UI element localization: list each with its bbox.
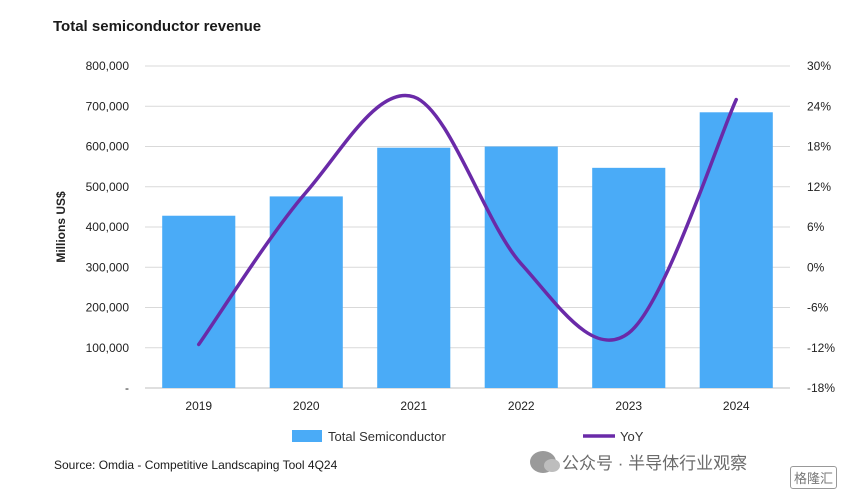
y2-tick-label: 12% — [807, 180, 831, 194]
bar — [269, 196, 343, 388]
y-tick-label: 100,000 — [86, 341, 130, 355]
legend-label-bars: Total Semiconductor — [328, 429, 446, 444]
y2-tick-label: 24% — [807, 99, 831, 113]
y-tick-label: 800,000 — [86, 59, 130, 73]
y2-tick-label: -18% — [807, 381, 835, 395]
y-tick-label: 300,000 — [86, 260, 130, 274]
y-tick-label: 500,000 — [86, 180, 130, 194]
gelonghui-logo: 格隆汇 — [790, 466, 838, 489]
source-note: Source: Omdia - Competitive Landscaping … — [54, 458, 338, 472]
wechat-watermark: 公众号 · 半导体行业观察 — [530, 449, 747, 474]
x-tick-label: 2022 — [508, 399, 535, 413]
watermark-text: 公众号 · 半导体行业观察 — [562, 454, 748, 473]
legend-label-line: YoY — [620, 429, 644, 444]
x-tick-label: 2020 — [293, 399, 320, 413]
bar — [699, 112, 773, 388]
bar — [377, 147, 451, 388]
y2-tick-label: 0% — [807, 260, 825, 274]
legend-swatch-bars — [292, 430, 322, 442]
y2-tick-label: 18% — [807, 140, 831, 154]
y-tick-label: 700,000 — [86, 99, 130, 113]
x-tick-label: 2019 — [185, 399, 212, 413]
y-tick-label: - — [125, 381, 129, 395]
yoy-line — [197, 93, 738, 347]
wechat-icon — [530, 450, 560, 473]
y-tick-label: 600,000 — [86, 140, 130, 154]
x-tick-label: 2024 — [723, 399, 750, 413]
y2-tick-label: 6% — [807, 220, 825, 234]
y-tick-label: 400,000 — [86, 220, 130, 234]
y2-tick-label: -12% — [807, 341, 835, 355]
y2-tick-label: -6% — [807, 301, 829, 315]
bar — [592, 167, 666, 388]
chart-title: Total semiconductor revenue — [53, 18, 262, 35]
y-tick-label: 200,000 — [86, 301, 130, 315]
y2-tick-label: 30% — [807, 59, 831, 73]
bar — [162, 215, 236, 388]
x-tick-label: 2023 — [615, 399, 642, 413]
bar — [484, 146, 558, 388]
x-tick-label: 2021 — [400, 399, 427, 413]
y-axis-title: Millions US$ — [54, 191, 68, 263]
